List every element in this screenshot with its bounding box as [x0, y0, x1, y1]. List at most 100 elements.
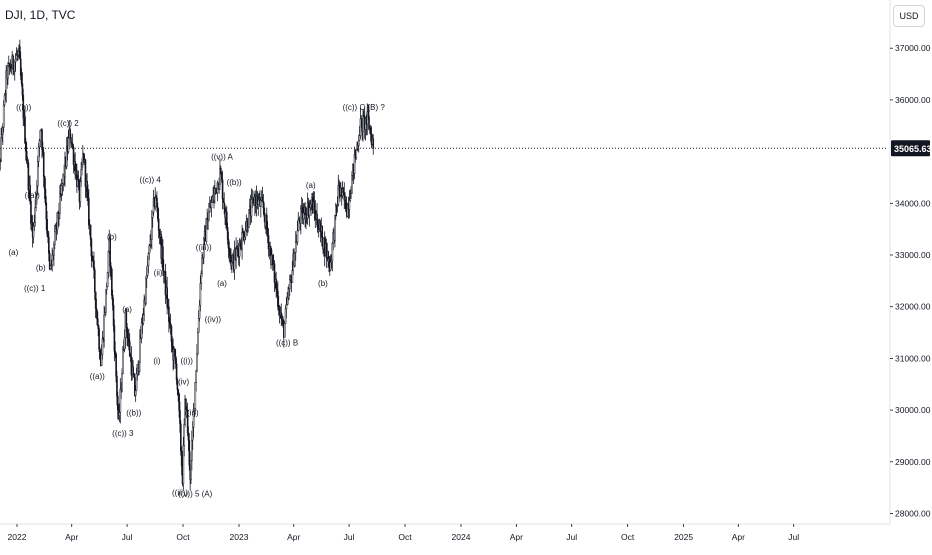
candle-down	[267, 229, 268, 235]
candle-up	[197, 332, 198, 353]
candle-up	[297, 231, 298, 242]
candle-up	[39, 140, 40, 146]
wave-label: ((iii))	[196, 243, 212, 252]
candle-up	[3, 105, 4, 127]
wave-label: ((c)) 2	[57, 119, 79, 128]
candle-down	[226, 212, 227, 228]
candle-down	[46, 203, 47, 220]
candle-down	[188, 433, 189, 440]
candle-down	[91, 239, 92, 256]
candle-down	[221, 174, 222, 180]
candle-up	[53, 245, 54, 256]
candle-down	[176, 364, 177, 380]
candle-up	[108, 251, 109, 272]
candle-up	[334, 215, 335, 240]
candle-up	[35, 208, 36, 223]
price-tick-label: 30000.00	[895, 405, 931, 415]
time-tick-label: Jul	[122, 532, 133, 542]
candle-down	[25, 143, 26, 151]
wave-label: ((b))	[227, 178, 242, 187]
candle-up	[155, 197, 156, 206]
candle-down	[92, 256, 93, 261]
candle-up	[196, 354, 197, 371]
candle-up	[285, 309, 286, 323]
wave-label: ((c)) 4	[140, 176, 162, 185]
candle-down	[230, 251, 231, 255]
candle-up	[248, 210, 249, 228]
candle-up	[184, 424, 185, 445]
candle-down	[156, 198, 157, 207]
candle-down	[272, 255, 273, 265]
candle-up	[52, 255, 53, 265]
candle-down	[44, 176, 45, 189]
candle-up	[124, 338, 125, 349]
candle-up	[195, 382, 196, 408]
candle-up	[143, 315, 144, 324]
candle-up	[284, 323, 285, 337]
candle-up	[139, 336, 140, 362]
candle-down	[110, 239, 111, 266]
candle-up	[349, 200, 350, 209]
candle-up	[37, 162, 38, 186]
time-tick-label: Oct	[621, 532, 635, 542]
candle-up	[50, 266, 51, 269]
candle-up	[14, 62, 15, 72]
candle-down	[168, 307, 169, 322]
candle-up	[147, 266, 148, 276]
candle-up	[150, 240, 151, 245]
candle-down	[30, 201, 31, 224]
candle-down	[314, 202, 315, 211]
candle-up	[59, 214, 60, 219]
time-tick-label: Jul	[344, 532, 355, 542]
candle-down	[370, 128, 371, 134]
candle-up	[82, 164, 83, 169]
candle-up	[244, 237, 245, 240]
candle-up	[300, 208, 301, 223]
candle-up	[360, 119, 361, 136]
candle-up	[59, 194, 60, 214]
candle-down	[116, 354, 117, 376]
candle-up	[351, 175, 352, 193]
wave-label: ((b))	[126, 408, 141, 417]
price-axis: 28000.0029000.0030000.0031000.0032000.00…	[890, 0, 931, 524]
candle-down	[343, 189, 344, 193]
candle-up	[258, 200, 259, 205]
candle-down	[178, 390, 179, 394]
wave-label: ((c)) 3	[112, 429, 134, 438]
wave-label: ((a))	[90, 372, 105, 381]
candle-down	[339, 186, 340, 191]
candle-down	[263, 201, 264, 208]
wave-label: (a)	[122, 305, 132, 314]
price-tick-label: 31000.00	[895, 353, 931, 363]
candle-down	[228, 239, 229, 248]
candle-down	[72, 144, 73, 147]
candle-down	[277, 291, 278, 306]
candle-up	[200, 283, 201, 305]
time-tick-label: Jul	[788, 532, 799, 542]
candle-up	[104, 315, 105, 340]
candle-up	[7, 66, 8, 79]
currency-button[interactable]: USD	[893, 5, 925, 27]
candle-up	[295, 242, 296, 252]
wave-label: (i)	[153, 357, 160, 366]
candle-down	[97, 312, 98, 325]
candle-down	[116, 376, 117, 396]
candle-up	[260, 200, 261, 206]
candle-down	[175, 356, 176, 363]
candle-up	[191, 440, 192, 460]
candle-up	[298, 220, 299, 231]
candle-up	[251, 199, 252, 216]
candle-down	[282, 319, 283, 324]
last-price-line-group: 35065.63	[0, 140, 932, 156]
candle-up	[192, 427, 193, 440]
candle-up	[214, 189, 215, 194]
candle-up	[350, 198, 351, 200]
candle-down	[322, 226, 323, 246]
candle-up	[81, 170, 82, 182]
time-tick-label: Apr	[732, 532, 745, 542]
candle-down	[345, 197, 346, 212]
candle-down	[181, 451, 182, 465]
